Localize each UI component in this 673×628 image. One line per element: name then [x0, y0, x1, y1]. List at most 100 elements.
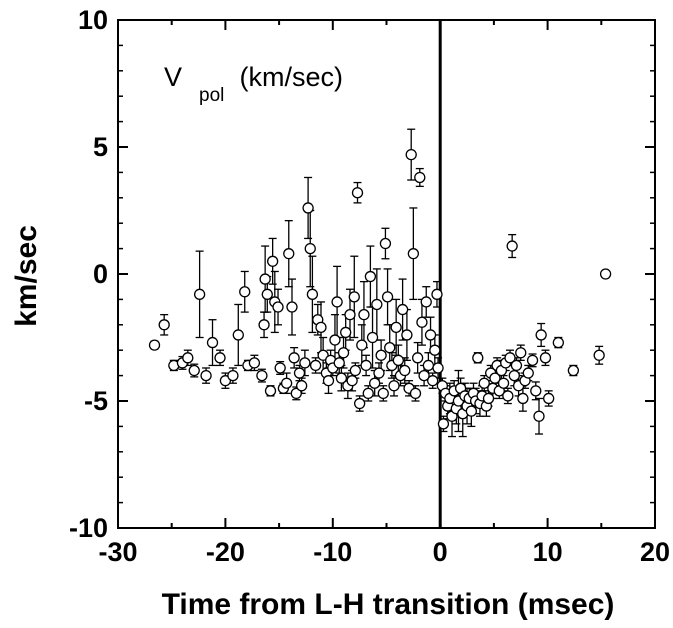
data-point — [388, 380, 400, 392]
data-point — [261, 288, 273, 300]
data-point — [309, 359, 322, 372]
data-point — [465, 405, 477, 417]
data-point — [353, 397, 366, 410]
data-point — [329, 334, 341, 346]
data-point — [348, 291, 360, 303]
axis-ticks — [117, 19, 656, 529]
data-point — [422, 359, 435, 372]
data-point — [296, 380, 308, 392]
data-point — [504, 352, 516, 364]
data-point — [200, 369, 212, 382]
data-point — [358, 308, 370, 321]
data-point — [508, 369, 520, 382]
data-point — [333, 357, 345, 369]
data-point — [288, 352, 300, 364]
x-tick-label: -20 — [206, 537, 245, 567]
data-point — [530, 385, 542, 397]
data-point — [418, 369, 430, 382]
data-point — [375, 349, 387, 361]
x-tick-label: -30 — [98, 537, 137, 567]
data-point — [274, 362, 286, 374]
data-point — [539, 352, 552, 364]
data-point — [306, 288, 319, 300]
data-point — [148, 339, 161, 351]
data-point — [227, 369, 239, 382]
data-point — [396, 303, 409, 316]
data-point — [158, 319, 170, 331]
data-point — [390, 321, 402, 333]
data-point — [424, 329, 437, 341]
data-point — [232, 329, 244, 341]
data-point — [206, 336, 219, 349]
data-point — [302, 202, 314, 214]
data-point — [340, 326, 352, 339]
data-point — [360, 359, 372, 372]
data-point — [593, 349, 605, 361]
data-point — [331, 296, 343, 308]
data-point — [290, 387, 302, 400]
data-point — [599, 268, 612, 280]
data-point — [437, 418, 450, 430]
data-point — [193, 288, 206, 300]
data-point — [497, 377, 510, 389]
y-axis-title: km/sec — [10, 225, 43, 327]
data-point — [384, 342, 396, 354]
data-point — [280, 377, 293, 389]
data-point — [401, 329, 413, 341]
data-point — [356, 339, 368, 351]
x-tick-label: 10 — [533, 537, 563, 567]
data-point — [381, 291, 394, 303]
data-point — [411, 352, 424, 364]
data-point — [351, 187, 364, 199]
data-point — [214, 352, 226, 364]
data-point — [346, 375, 358, 387]
data-point — [335, 372, 348, 384]
data-point — [526, 354, 539, 367]
y-tick-label: 10 — [78, 5, 108, 35]
data-point — [259, 273, 271, 285]
plot-annotation-suffix: (km/sec) — [232, 62, 343, 92]
data-point — [256, 369, 268, 382]
data-point — [264, 385, 277, 397]
x-tick-label: 20 — [640, 537, 670, 567]
data-point — [293, 367, 306, 379]
y-tick-label: 5 — [93, 132, 108, 162]
data-point — [407, 248, 420, 260]
data-point — [515, 347, 527, 359]
data-point — [239, 286, 251, 298]
data-point — [272, 301, 284, 313]
x-tick-labels: -30 -20 -10 0 10 20 — [98, 537, 670, 567]
data-point — [420, 296, 432, 308]
data-point — [364, 270, 377, 283]
x-tick-label: -10 — [313, 537, 352, 567]
data-point — [414, 171, 426, 184]
data-point — [286, 301, 298, 313]
data-point — [567, 364, 580, 377]
plot-annotation-main: V — [164, 62, 182, 92]
data-point — [371, 298, 383, 311]
y-tick-label: -10 — [69, 513, 108, 543]
data-point — [362, 387, 374, 400]
data-point — [502, 390, 514, 402]
data-point — [533, 410, 545, 422]
data-point — [432, 362, 444, 374]
data-point — [267, 255, 279, 267]
data-point — [379, 237, 392, 250]
data-point — [489, 372, 501, 384]
data-point — [258, 319, 270, 331]
data-point — [517, 392, 529, 405]
data-point — [373, 367, 385, 379]
data-point — [337, 347, 350, 359]
data-point — [482, 392, 495, 405]
data-point — [409, 387, 422, 400]
data-point — [535, 329, 547, 341]
data-point — [322, 375, 335, 387]
y-tick-label: 0 — [93, 259, 108, 289]
x-axis-title: Time from L-H transition (msec) — [162, 588, 615, 621]
data-point — [429, 344, 441, 356]
y-tick-label: -5 — [84, 386, 108, 416]
data-point — [377, 387, 389, 400]
data-markers — [148, 148, 612, 430]
data-point — [431, 288, 443, 300]
